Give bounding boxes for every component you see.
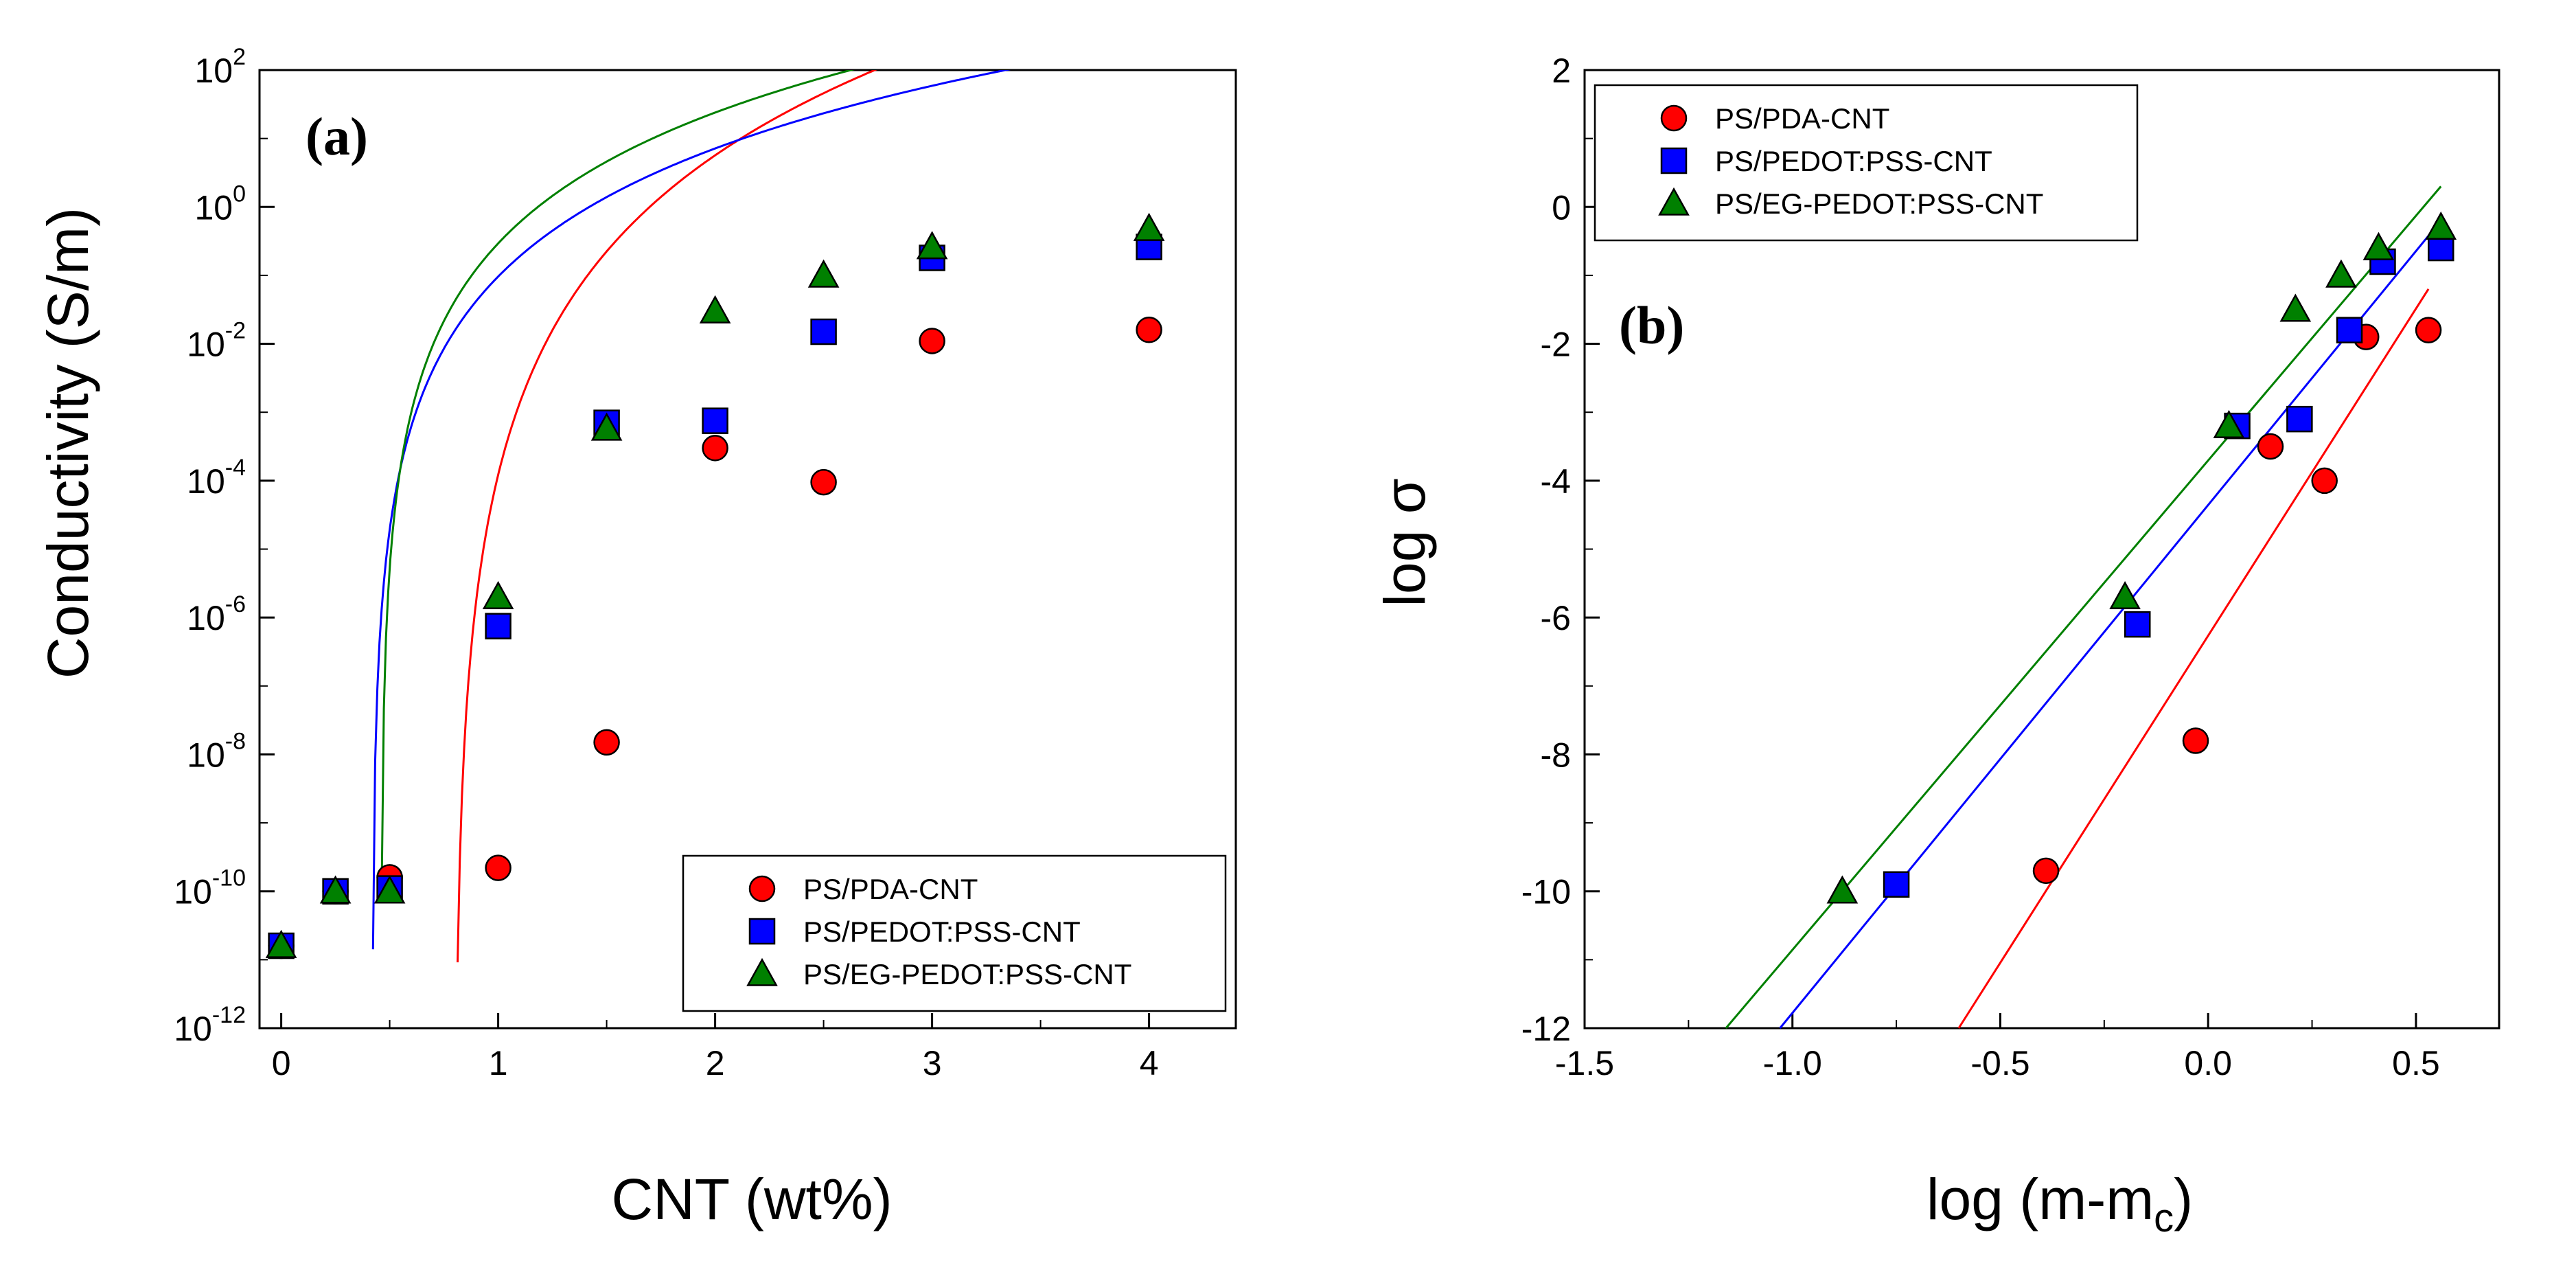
panel-a-point-ps-eg-pedot-pss-cnt-3 xyxy=(482,580,514,609)
panel-a-point-ps-eg-pedot-pss-cnt-5 xyxy=(699,295,731,323)
panel-b-point-ps-eg-pedot-pss-cnt-3 xyxy=(2279,293,2312,322)
panel-a-point-ps-pda-cnt-6 xyxy=(810,468,837,496)
panel-b-xtick-label-4: 0.5 xyxy=(2392,1044,2440,1082)
panel-b-ytick-label-4: -6 xyxy=(1541,599,1571,637)
panel-b-label: (b) xyxy=(1619,295,1684,355)
panel-b-point-ps-eg-pedot-pss-cnt-6 xyxy=(2425,211,2457,240)
panel-a-point-ps-eg-pedot-pss-cnt-7 xyxy=(916,231,948,260)
panel-a-ytick-label-0: 102 xyxy=(194,44,246,90)
panel-a-ytick-label-3: 10-4 xyxy=(187,455,246,501)
panel-b-point-ps-pedot-pss-cnt-0 xyxy=(1883,871,1910,898)
panel-a-point-ps-eg-pedot-pss-cnt-8 xyxy=(1133,212,1165,241)
panel-b-xtick-label-0: -1.5 xyxy=(1555,1044,1614,1082)
panel-b-point-ps-pda-cnt-0 xyxy=(2032,857,2060,885)
panel-a-point-ps-pedot-pss-cnt-3 xyxy=(485,613,511,639)
panel-b-xtick-label-2: -0.5 xyxy=(1970,1044,2029,1082)
panel-a-point-ps-pda-cnt-4 xyxy=(593,729,620,756)
panel-a-ytick-label-1: 100 xyxy=(194,181,246,227)
panel-a-point-ps-pda-cnt-3 xyxy=(485,854,511,881)
panel-a-point-ps-eg-pedot-pss-cnt-4 xyxy=(590,412,623,441)
panel-a-point-ps-eg-pedot-pss-cnt-6 xyxy=(807,259,840,288)
panel-a-legend-label-ps-pedot-pss-cnt: PS/PEDOT:PSS-CNT xyxy=(803,916,1081,948)
chart-panel-a: Conductivity (S/m) CNT (wt%) (a) 0 1 2 3 4 10… xyxy=(36,44,1237,1231)
panel-b-ytick-label-0: 2 xyxy=(1552,52,1571,90)
panel-b-xlabel-close: ) xyxy=(2174,1167,2193,1231)
panel-b-point-ps-eg-pedot-pss-cnt-0 xyxy=(1826,875,1859,904)
panel-a-point-ps-pda-cnt-8 xyxy=(1136,316,1162,343)
panel-b-xtick-label-3: 0.0 xyxy=(2184,1044,2232,1082)
panel-a-ytick-label-6: 10-10 xyxy=(174,865,246,911)
panel-b-point-ps-pedot-pss-cnt-3 xyxy=(2286,405,2313,433)
panel-b-xlabel-sub: c xyxy=(2154,1196,2174,1240)
panel-a-ytick-label-4: 10-6 xyxy=(187,591,246,637)
panel-b-ytick-label-3: -4 xyxy=(1541,462,1571,501)
panel-a-legend-marker-ps-pedot-pss-cnt xyxy=(748,918,776,945)
panel-a-fit-line-ps-pedot-pss-cnt xyxy=(371,70,1011,950)
panel-b-ytick-label-1: 0 xyxy=(1552,188,1571,227)
panel-b-legend-label-ps-pda-cnt: PS/PDA-CNT xyxy=(1715,102,1889,135)
panel-a-xtick-label-3: 3 xyxy=(923,1044,942,1082)
panel-b-point-ps-pda-cnt-5 xyxy=(2415,317,2442,343)
panel-a-xtick-label-4: 4 xyxy=(1140,1044,1159,1082)
panel-a-ylabel: Conductivity (S/m) xyxy=(36,207,100,679)
panel-a-ytick-label-2: 10-2 xyxy=(187,318,246,364)
panel-b-point-ps-eg-pedot-pss-cnt-2 xyxy=(2213,409,2245,438)
panel-a-point-ps-pda-cnt-7 xyxy=(919,328,945,354)
panel-b-xtick-label-1: -1.0 xyxy=(1763,1044,1822,1082)
panel-b-point-ps-pda-cnt-3 xyxy=(2311,467,2338,495)
panel-b-legend: PS/PDA-CNT PS/PEDOT:PSS-CNT PS/EG-PEDOT:PS… xyxy=(1594,84,2139,242)
panel-a-ytick-label-7: 10-12 xyxy=(174,1002,246,1048)
panel-a-xtick-label-1: 1 xyxy=(489,1044,508,1082)
panel-b-xlabel: log (m-mc) xyxy=(1927,1167,2193,1240)
panel-b-point-ps-pda-cnt-2 xyxy=(2257,433,2284,460)
panel-b-legend-marker-ps-eg-pedot-pss-cnt xyxy=(1658,187,1690,216)
panel-a-xlabel: CNT (wt%) xyxy=(611,1167,892,1231)
panel-a-point-ps-eg-pedot-pss-cnt-0 xyxy=(265,929,297,958)
panel-b-legend-label-ps-pedot-pss-cnt: PS/PEDOT:PSS-CNT xyxy=(1715,145,1992,177)
panel-a-point-ps-pedot-pss-cnt-5 xyxy=(702,407,728,434)
panel-b-legend-marker-ps-pda-cnt xyxy=(1660,104,1688,132)
panel-a-point-ps-eg-pedot-pss-cnt-2 xyxy=(373,875,406,904)
panel-a-point-ps-pedot-pss-cnt-6 xyxy=(810,318,837,345)
panel-a-xtick-label-2: 2 xyxy=(706,1044,725,1082)
panel-a-fit-line-ps-pda-cnt xyxy=(457,70,877,963)
panel-a-legend-marker-ps-pda-cnt xyxy=(748,875,776,902)
panel-b-point-ps-eg-pedot-pss-cnt-4 xyxy=(2325,259,2357,288)
panel-a-fit-line-ps-eg-pedot-pss-cnt xyxy=(380,70,855,892)
panel-a-legend-label-ps-pda-cnt: PS/PDA-CNT xyxy=(803,873,978,905)
panel-b-xlabel-main: log (m-m xyxy=(1927,1167,2154,1231)
panel-a-legend-label-ps-eg-pedot-pss-cnt: PS/EG-PEDOT:PSS-CNT xyxy=(803,958,1131,990)
panel-b-point-ps-pda-cnt-1 xyxy=(2182,727,2209,754)
panel-b-ytick-label-5: -8 xyxy=(1541,736,1571,774)
panel-b-ytick-label-6: -10 xyxy=(1521,873,1571,911)
chart-panel-b: log σ log (m-mc) (b) -1.5 -1.0 -0.5 0.0 0.5 2… xyxy=(1372,52,2500,1240)
panel-a-point-ps-eg-pedot-pss-cnt-1 xyxy=(319,875,352,904)
panel-a-xtick-label-0: 0 xyxy=(272,1044,291,1082)
panel-a-ytick-label-5: 10-8 xyxy=(187,728,246,774)
panel-b-point-ps-eg-pedot-pss-cnt-1 xyxy=(2109,580,2141,610)
panel-b-ytick-label-2: -2 xyxy=(1541,326,1571,364)
panel-b-legend-marker-ps-pedot-pss-cnt xyxy=(1660,147,1688,174)
panel-a-legend: PS/PDA-CNT PS/PEDOT:PSS-CNT PS/EG-PEDOT:PS… xyxy=(682,854,1227,1012)
panel-b-point-ps-eg-pedot-pss-cnt-5 xyxy=(2362,231,2395,260)
panel-a-point-ps-pda-cnt-5 xyxy=(702,435,728,462)
panel-b-fit-line-ps-pda-cnt xyxy=(1957,288,2430,1029)
panel-a-label: (a) xyxy=(306,106,368,166)
panel-b-point-ps-pedot-pss-cnt-1 xyxy=(2124,611,2151,638)
panel-b-ylabel: log σ xyxy=(1372,478,1437,606)
panel-b-legend-label-ps-eg-pedot-pss-cnt: PS/EG-PEDOT:PSS-CNT xyxy=(1715,188,2043,220)
panel-a-legend-marker-ps-eg-pedot-pss-cnt xyxy=(746,957,778,986)
panel-b-point-ps-pedot-pss-cnt-4 xyxy=(2336,317,2363,343)
panel-b-ytick-label-7: -12 xyxy=(1521,1010,1571,1048)
